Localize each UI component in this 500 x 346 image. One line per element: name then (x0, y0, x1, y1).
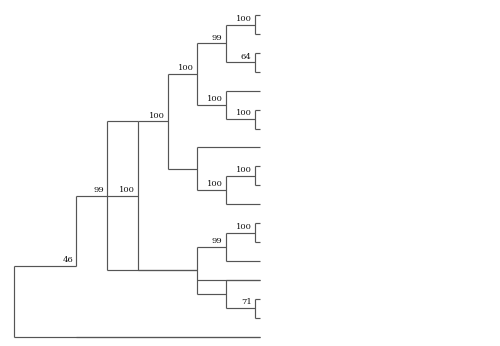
Text: 100: 100 (119, 186, 135, 194)
Text: 100: 100 (148, 112, 164, 120)
Text: 100: 100 (206, 95, 222, 103)
Text: 100: 100 (236, 109, 252, 117)
Text: 100: 100 (236, 15, 252, 23)
Text: 99: 99 (93, 186, 104, 194)
Text: 46: 46 (62, 256, 73, 264)
Text: 100: 100 (236, 166, 252, 174)
Text: 100: 100 (206, 180, 222, 188)
Text: 100: 100 (178, 64, 194, 72)
Text: 71: 71 (241, 298, 252, 306)
Text: 64: 64 (241, 53, 252, 61)
Text: 99: 99 (212, 34, 222, 42)
Text: 100: 100 (236, 223, 252, 231)
Text: 99: 99 (212, 237, 222, 245)
